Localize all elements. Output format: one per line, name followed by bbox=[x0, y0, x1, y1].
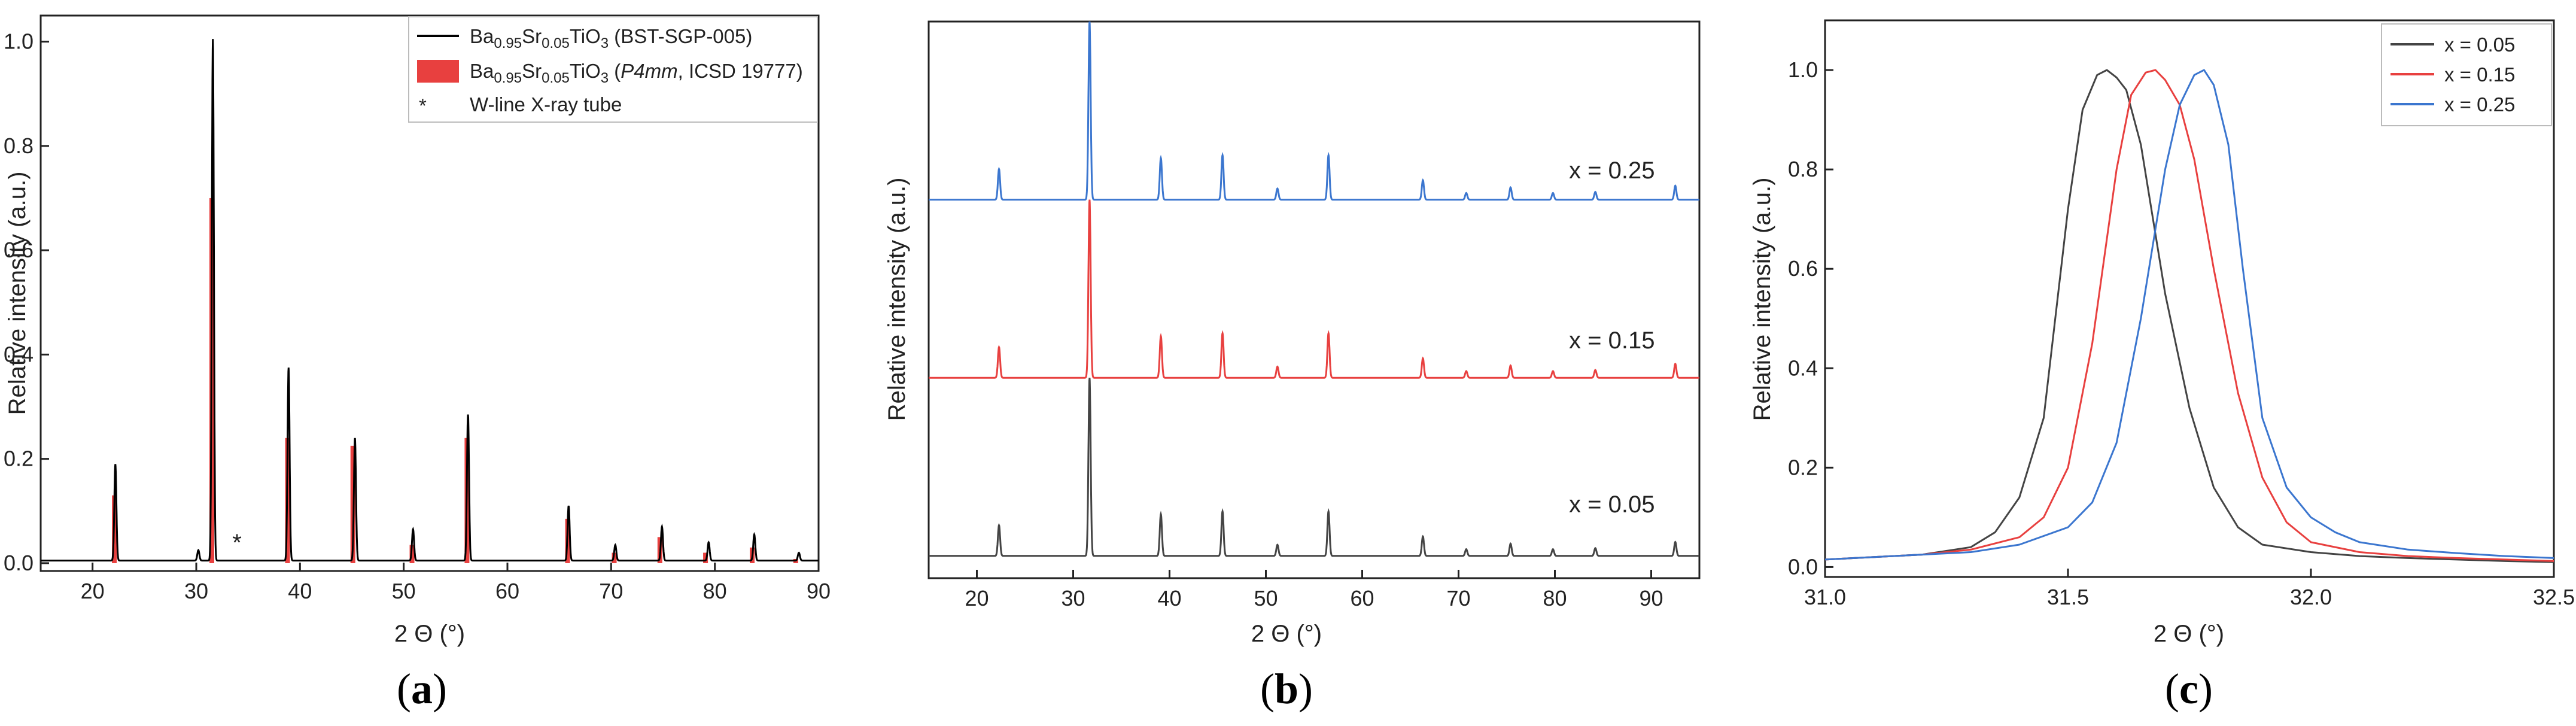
panel-c: 31.0 31.5 32.0 32.5 0.0 0.2 0.4 0.6 0.8 1.0 2 Θ (… bbox=[1749, 19, 2575, 713]
panel-a-legend: Ba0.95Sr0.05TiO3 (BST-SGP-005) Ba0.95Sr0… bbox=[408, 16, 818, 123]
reference-peak-stick bbox=[612, 552, 617, 563]
x-tick-label: 80 bbox=[703, 579, 727, 603]
x-tick-label: 50 bbox=[392, 579, 416, 603]
legend-entry-1: Ba0.95Sr0.05TiO3 (BST-SGP-005) bbox=[470, 25, 752, 51]
y-tick-label: 0.0 bbox=[4, 551, 34, 575]
x-tick-label: 31.5 bbox=[2047, 585, 2089, 609]
peak-profile-line bbox=[1824, 69, 2554, 563]
panel-c-xlabel: 2 Θ (°) bbox=[2154, 621, 2224, 647]
y-tick-label: 0.8 bbox=[1788, 157, 1818, 181]
x-tick-label: 40 bbox=[1157, 586, 1181, 610]
x-tick-label: 20 bbox=[965, 586, 989, 610]
x-tick-label: 32.0 bbox=[2290, 585, 2332, 609]
y-tick-label: 0.8 bbox=[4, 133, 34, 158]
panel-c-plot-frame bbox=[1824, 19, 2555, 578]
y-tick-label: 0.6 bbox=[1788, 256, 1818, 281]
x-tick-label: 70 bbox=[599, 579, 623, 603]
pattern-line bbox=[929, 378, 1699, 557]
panel-c-legend: x = 0.05 x = 0.15 x = 0.25 bbox=[2381, 23, 2552, 126]
panel-a-star-annotation: * bbox=[232, 530, 242, 556]
legend-entry-x015: x = 0.15 bbox=[2444, 63, 2515, 86]
legend-box-swatch bbox=[417, 60, 459, 83]
panel-b-ticks: 20 30 40 50 60 70 80 90 bbox=[965, 570, 1663, 610]
x-tick-label: 30 bbox=[1061, 586, 1085, 610]
panel-a-plot-frame bbox=[39, 14, 820, 572]
y-tick-label: 1.0 bbox=[4, 29, 34, 54]
panel-b-data bbox=[929, 21, 1699, 557]
peak-profile-line bbox=[1824, 69, 2554, 562]
panel-c-ticks: 31.0 31.5 32.0 32.5 0.0 0.2 0.4 0.6 0.8 1.0 bbox=[1788, 57, 2575, 609]
peak-profile-line bbox=[1824, 69, 2554, 561]
x-tick-label: 80 bbox=[1543, 586, 1567, 610]
legend-entry-x005: x = 0.05 bbox=[2444, 34, 2515, 56]
panel-b-caption: (b) bbox=[1260, 665, 1313, 713]
x-tick-label: 20 bbox=[81, 579, 105, 603]
series-label-x025: x = 0.25 bbox=[1569, 157, 1655, 184]
x-tick-label: 70 bbox=[1446, 586, 1470, 610]
y-tick-label: 0.2 bbox=[4, 446, 34, 471]
pattern-line bbox=[929, 199, 1699, 379]
legend-entry-x025: x = 0.25 bbox=[2444, 93, 2515, 116]
x-tick-label: 32.5 bbox=[2533, 585, 2575, 609]
y-tick-label: 1.0 bbox=[1788, 57, 1818, 82]
panel-c-caption: (c) bbox=[2165, 665, 2213, 713]
legend-marker-star: * bbox=[419, 95, 427, 117]
panel-b-plot-frame bbox=[927, 20, 1701, 579]
series-label-x005: x = 0.05 bbox=[1569, 491, 1655, 518]
x-tick-label: 50 bbox=[1254, 586, 1278, 610]
y-tick-label: 0.6 bbox=[4, 238, 34, 262]
legend-box bbox=[408, 16, 818, 123]
x-tick-label: 90 bbox=[1639, 586, 1663, 610]
panel-a-ticks: 20 30 40 50 60 70 80 90 0.0 0.2 0.4 0.6 0.8 1.0 bbox=[4, 29, 831, 603]
y-tick-label: 0.4 bbox=[1788, 356, 1818, 380]
reference-peak-stick bbox=[703, 552, 708, 563]
panel-a: 20 30 40 50 60 70 80 90 0.0 0.2 0.4 0.6 0.8 1.0 * 2 Θ… bbox=[4, 14, 831, 713]
series-label-x015: x = 0.15 bbox=[1569, 327, 1655, 354]
y-tick-label: 0.0 bbox=[1788, 554, 1818, 579]
legend-entry-3: W-line X-ray tube bbox=[470, 93, 622, 116]
panel-b-xlabel: 2 Θ (°) bbox=[1251, 621, 1322, 647]
x-tick-label: 90 bbox=[807, 579, 831, 603]
panel-b-ylabel: Relative intensity (a.u.) bbox=[884, 178, 910, 421]
x-tick-label: 40 bbox=[288, 579, 312, 603]
panel-c-data bbox=[1824, 69, 2554, 563]
panel-c-ylabel: Relative intensity (a.u.) bbox=[1749, 178, 1775, 421]
x-tick-label: 60 bbox=[1350, 586, 1374, 610]
panel-a-caption: (a) bbox=[397, 665, 447, 713]
legend-entry-2: Ba0.95Sr0.05TiO3 (P4mm, ICSD 19777) bbox=[470, 60, 803, 86]
panel-a-xlabel: 2 Θ (°) bbox=[394, 621, 465, 647]
panel-b: 20 30 40 50 60 70 80 90 2 Θ (°) Relative intens… bbox=[884, 20, 1701, 713]
panel-a-data bbox=[41, 39, 819, 563]
measured-pattern-line bbox=[41, 39, 819, 562]
panel-a-ylabel: Relative intensity (a.u.) bbox=[4, 172, 31, 415]
x-tick-label: 30 bbox=[184, 579, 208, 603]
pattern-line bbox=[929, 21, 1699, 201]
y-tick-label: 0.4 bbox=[4, 342, 34, 366]
y-tick-label: 0.2 bbox=[1788, 455, 1818, 479]
x-tick-label: 31.0 bbox=[1804, 585, 1846, 609]
x-tick-label: 60 bbox=[495, 579, 519, 603]
